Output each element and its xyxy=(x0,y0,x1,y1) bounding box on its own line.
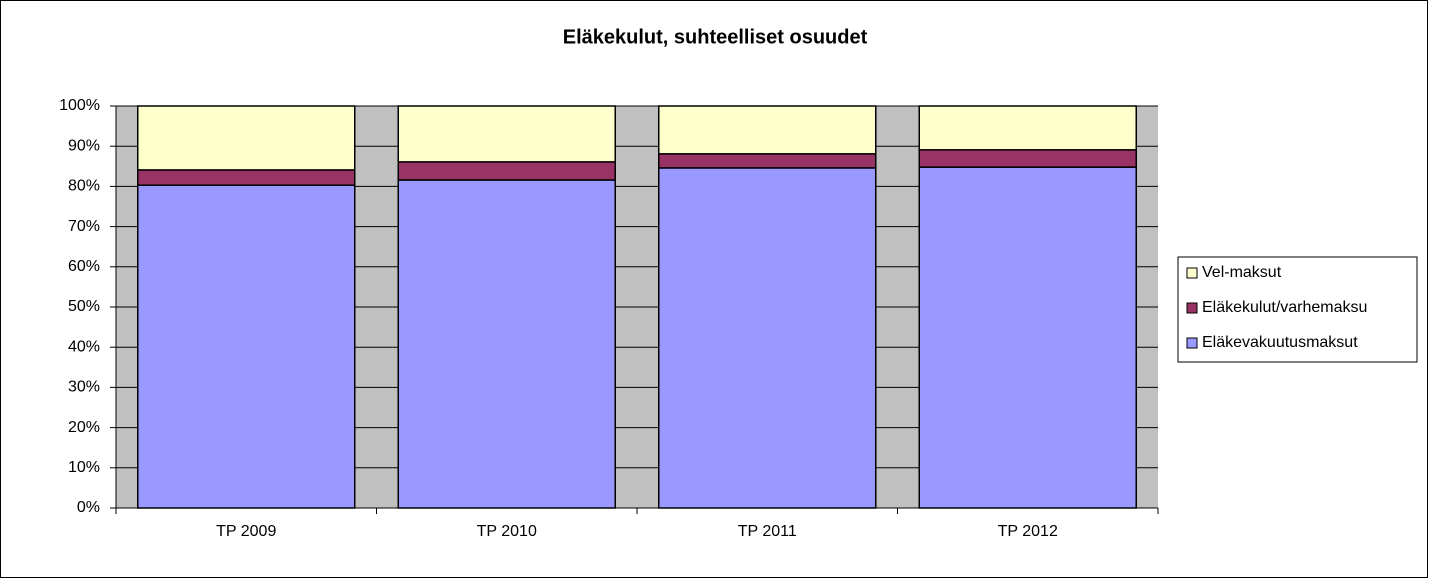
y-tick-label: 40% xyxy=(68,338,100,355)
bar-segment xyxy=(918,149,1137,168)
y-tick-label: 100% xyxy=(59,97,100,114)
bar-segment xyxy=(658,153,877,169)
bar-segment xyxy=(658,167,877,509)
bar-segment xyxy=(397,105,616,163)
y-tick-label: 90% xyxy=(68,137,100,154)
bar-segment xyxy=(137,184,356,509)
bar-segment xyxy=(918,166,1137,509)
legend-box xyxy=(1177,256,1418,363)
x-tick-label: TP 2012 xyxy=(998,523,1058,540)
y-tick-label: 10% xyxy=(68,459,100,476)
legend-label: Eläkevakuutusmaksut xyxy=(1202,334,1358,351)
legend-label: Eläkekulut/varhemaksu xyxy=(1202,299,1367,316)
bar-segment xyxy=(137,169,356,186)
bar-segment xyxy=(397,161,616,181)
x-tick-label: TP 2009 xyxy=(216,523,276,540)
legend-swatch xyxy=(1186,302,1198,314)
y-tick-label: 20% xyxy=(68,419,100,436)
chart-title: Eläkekulut, suhteelliset osuudet xyxy=(563,26,868,48)
legend-swatch xyxy=(1186,337,1198,349)
bar-segment xyxy=(137,105,356,171)
legend-label: Vel-maksut xyxy=(1202,264,1282,281)
x-tick-label: TP 2011 xyxy=(738,523,797,540)
y-tick-label: 50% xyxy=(68,298,100,315)
x-tick-label: TP 2010 xyxy=(477,523,537,540)
y-tick-label: 30% xyxy=(68,379,100,396)
bar-segment xyxy=(918,105,1137,151)
y-tick-label: 80% xyxy=(68,178,100,195)
legend-swatch xyxy=(1186,267,1198,279)
y-tick-label: 0% xyxy=(77,499,100,516)
y-tick-label: 70% xyxy=(68,218,100,235)
bar-segment xyxy=(658,105,877,155)
bar-segment xyxy=(397,179,616,509)
y-tick-label: 60% xyxy=(68,258,100,275)
